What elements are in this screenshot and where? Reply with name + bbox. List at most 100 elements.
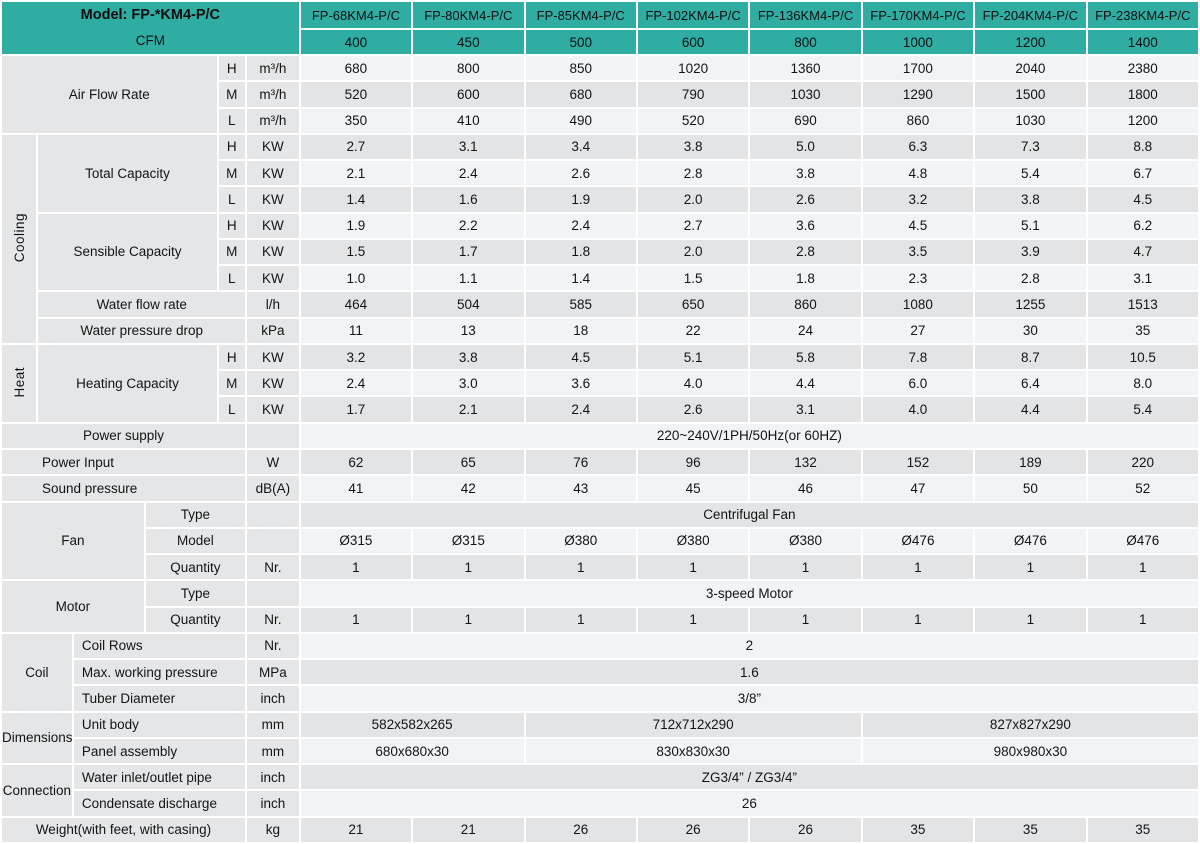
cooling-total-capacity-h-value-2: 3.4	[525, 134, 636, 160]
label-kw: KW	[246, 344, 299, 370]
label-unit-body: Unit body	[73, 712, 245, 737]
weight-value-6: 35	[975, 817, 1086, 842]
cooling-total-capacity-l-value-7: 4.5	[1087, 187, 1198, 212]
label-l: L	[218, 397, 245, 422]
cfm-value-1000: 1000	[862, 30, 974, 54]
row-cooling-sensible-capacity-m: M KW 1.5 1.7 1.8 2.0 2.8 3.5 3.9 4.7	[2, 239, 1198, 265]
model-header-fp-238km4-p-c: FP-238KM4-P/C	[1087, 2, 1198, 28]
motor-quantity-value-3: 1	[637, 607, 749, 632]
fan-model-value-1: Ø315	[413, 528, 524, 554]
fan-model-value-5: Ø476	[862, 528, 974, 554]
fan-type-span-0: Centrifugal Fan	[300, 502, 1198, 527]
air-flow-rate-m-value-0: 520	[300, 82, 412, 107]
cooling-sensible-capacity-l-value-3: 1.5	[637, 266, 749, 291]
water-flow-rate-value-4: 860	[750, 292, 861, 317]
vertical-label-cooling: Cooling	[11, 212, 27, 262]
cooling-sensible-capacity-l-value-6: 2.8	[975, 266, 1086, 291]
water-flow-rate-value-3: 650	[637, 292, 749, 317]
cooling-total-capacity-l-value-5: 3.2	[862, 187, 974, 212]
cooling-total-capacity-m-value-7: 6.7	[1087, 161, 1198, 186]
cooling-sensible-capacity-l-value-4: 1.8	[750, 266, 861, 291]
connection-water-inlet-outlet-pipe-span-0: ZG3/4” / ZG3/4”	[300, 765, 1198, 790]
label-m-h: m³/h	[246, 108, 299, 133]
cooling-sensible-capacity-m-value-2: 1.8	[525, 239, 636, 265]
air-flow-rate-h-value-6: 2040	[975, 56, 1086, 81]
fan-quantity-value-0: 1	[300, 555, 412, 580]
cooling-sensible-capacity-m-value-5: 3.5	[862, 239, 974, 265]
label-coil-rows: Coil Rows	[73, 633, 245, 659]
cooling-sensible-capacity-h-value-0: 1.9	[300, 213, 412, 238]
row-dimensions-panel-assembly: Panel assembly mm 680x680x30 830x830x30 980x…	[2, 738, 1198, 764]
water-flow-rate-value-1: 504	[413, 292, 524, 317]
row-water-pressure-drop: Water pressure drop kPa 11 13 18 22 24 27 30 35	[2, 318, 1198, 343]
model-header-fp-102km4-p-c: FP-102KM4-P/C	[637, 2, 749, 28]
label-water-inlet-outlet-pipe: Water inlet/outlet pipe	[73, 765, 245, 790]
cooling-total-capacity-l-value-1: 1.6	[413, 187, 524, 212]
heat-heating-capacity-h-value-6: 8.7	[975, 344, 1086, 370]
cooling-total-capacity-h-value-3: 3.8	[637, 134, 749, 160]
cooling-sensible-capacity-m-value-7: 4.7	[1087, 239, 1198, 265]
cooling-total-capacity-h-value-7: 8.8	[1087, 134, 1198, 160]
cooling-total-capacity-m-value-6: 5.4	[975, 161, 1086, 186]
cooling-sensible-capacity-h-value-6: 5.1	[975, 213, 1086, 238]
cooling-sensible-capacity-m-value-1: 1.7	[413, 239, 524, 265]
air-flow-rate-h-value-1: 800	[413, 56, 524, 81]
heat-heating-capacity-m-value-4: 4.4	[750, 371, 861, 396]
water-flow-rate-value-7: 1513	[1087, 292, 1198, 317]
heat-heating-capacity-m-value-5: 6.0	[862, 371, 974, 396]
cooling-sensible-capacity-l-value-1: 1.1	[413, 266, 524, 291]
label-quantity: Quantity	[145, 555, 245, 580]
sound-pressure-value-0: 41	[300, 476, 412, 501]
cooling-sensible-capacity-m-value-3: 2.0	[637, 239, 749, 265]
row-fan-quantity: Quantity Nr. 1 1 1 1 1 1 1 1	[2, 555, 1198, 580]
row-heat-heating-capacity-m: M KW 2.4 3.0 3.6 4.0 4.4 6.0 6.4 8.0	[2, 371, 1198, 396]
heat-heating-capacity-m-value-7: 8.0	[1087, 371, 1198, 396]
label-m-h: m³/h	[246, 82, 299, 107]
water-pressure-drop-value-2: 18	[525, 318, 636, 343]
cooling-sensible-capacity-h-value-2: 2.4	[525, 213, 636, 238]
label-l: L	[218, 108, 245, 133]
label-kw: KW	[246, 397, 299, 422]
motor-quantity-value-1: 1	[413, 607, 524, 632]
sound-pressure-value-6: 50	[975, 476, 1086, 501]
heat-heating-capacity-l-value-5: 4.0	[862, 397, 974, 422]
power-input-value-7: 220	[1087, 449, 1198, 475]
model-header-fp-80km4-p-c: FP-80KM4-P/C	[413, 2, 524, 28]
air-flow-rate-m-value-7: 1800	[1087, 82, 1198, 107]
power-input-value-2: 76	[525, 449, 636, 475]
label-mpa: MPa	[246, 660, 299, 685]
water-flow-rate-value-2: 585	[525, 292, 636, 317]
label-nr: Nr.	[246, 607, 299, 632]
heat-heating-capacity-h-value-7: 10.5	[1087, 344, 1198, 370]
label-kw: KW	[246, 266, 299, 291]
row-heat-heating-capacity-l: L KW 1.7 2.1 2.4 2.6 3.1 4.0 4.4 5.4	[2, 397, 1198, 422]
label-dimensions: Dimensions	[2, 712, 72, 764]
sound-pressure-value-4: 46	[750, 476, 861, 501]
label-l: L	[218, 187, 245, 212]
label-h: H	[218, 344, 245, 370]
power-input-value-5: 152	[862, 449, 974, 475]
fan-model-value-7: Ø476	[1087, 528, 1198, 554]
label-m: M	[218, 161, 245, 186]
label-water-pressure-drop: Water pressure drop	[38, 318, 245, 343]
air-flow-rate-m-value-1: 600	[413, 82, 524, 107]
cooling-total-capacity-l-value-6: 3.8	[975, 187, 1086, 212]
vertical-label-heat: Heat	[11, 366, 27, 398]
weight-value-5: 35	[862, 817, 974, 842]
label-kw: KW	[246, 187, 299, 212]
model-header-fp-136km4-p-c: FP-136KM4-P/C	[750, 2, 861, 28]
label-kw: KW	[246, 213, 299, 238]
motor-quantity-value-2: 1	[525, 607, 636, 632]
dimensions-unit-body-span-0: 582x582x265	[300, 712, 524, 737]
water-pressure-drop-value-1: 13	[413, 318, 524, 343]
label-m-h: m³/h	[246, 56, 299, 81]
row-motor-quantity: Quantity Nr. 1 1 1 1 1 1 1 1	[2, 607, 1198, 632]
label-mm: mm	[246, 738, 299, 764]
label-l-h: l/h	[246, 292, 299, 317]
weight-value-7: 35	[1087, 817, 1198, 842]
cooling-sensible-capacity-m-value-4: 2.8	[750, 239, 861, 265]
cooling-total-capacity-h-value-5: 6.3	[862, 134, 974, 160]
motor-quantity-value-5: 1	[862, 607, 974, 632]
